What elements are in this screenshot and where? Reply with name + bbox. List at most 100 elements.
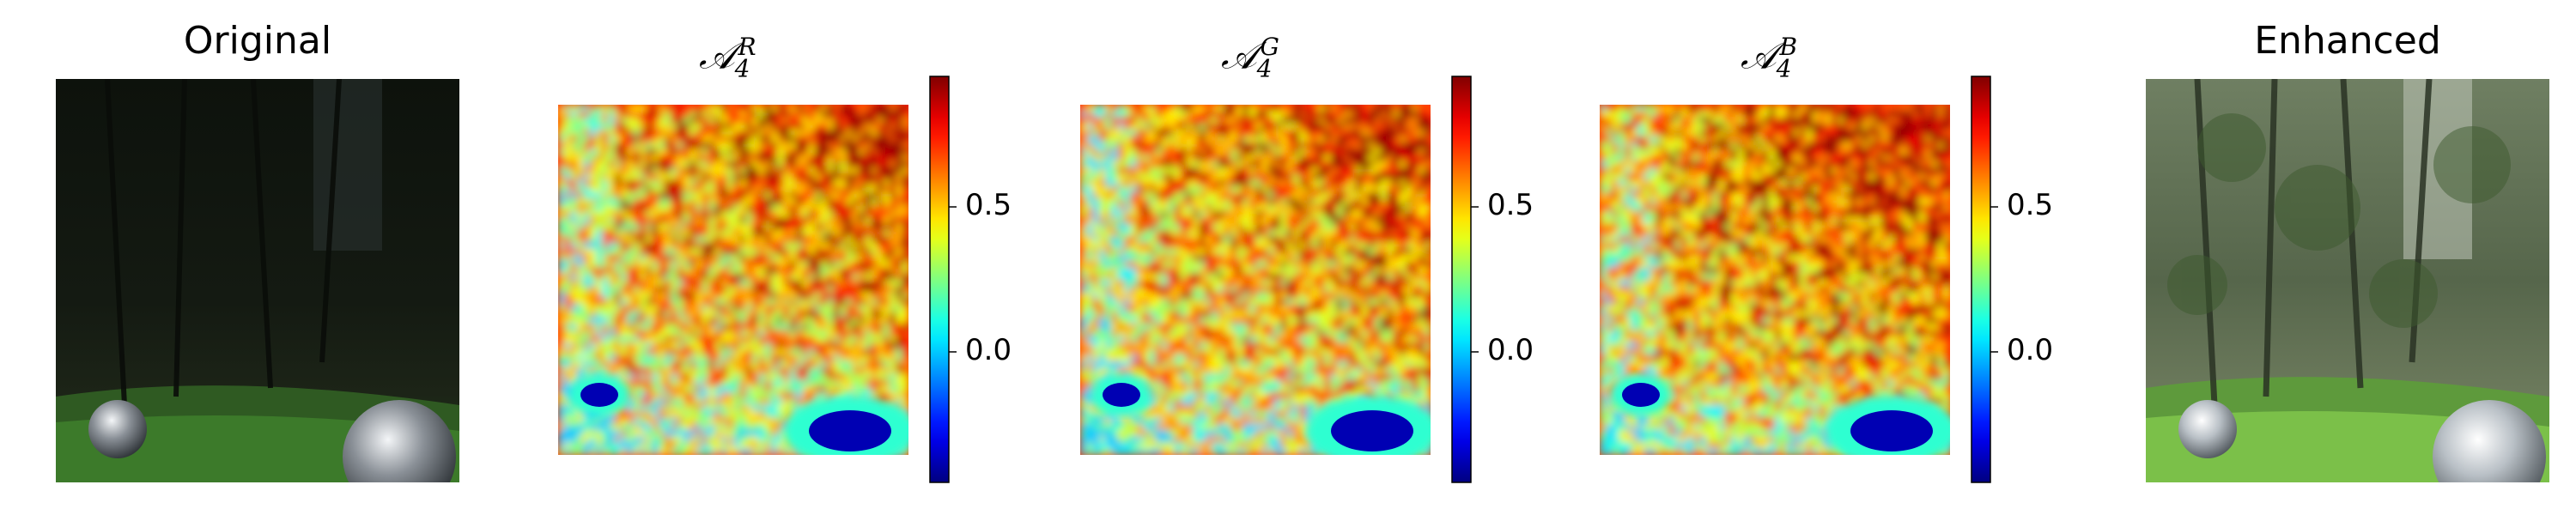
heatmap-cell (1393, 248, 1400, 256)
heatmap-cell (1280, 286, 1288, 294)
heatmap-cell (708, 242, 715, 250)
heatmap-cell (1149, 223, 1157, 231)
heatmap-cell (1168, 286, 1175, 294)
heatmap-cell (683, 198, 690, 206)
heatmap-cell (751, 305, 759, 312)
heatmap-cell (1405, 204, 1413, 212)
heatmap-cell (1286, 192, 1294, 199)
heatmap-cell (1343, 105, 1350, 112)
heatmap-cell (1261, 236, 1269, 243)
heatmap-cell (877, 223, 884, 231)
heatmap-cell (814, 217, 822, 225)
heatmap-cell (739, 292, 747, 300)
heatmap-cell (1098, 242, 1106, 250)
heatmap-cell (589, 336, 597, 343)
heatmap-cell (620, 348, 628, 356)
heatmap-cell (620, 298, 628, 306)
heatmap-cell (783, 305, 791, 312)
heatmap-cell (858, 229, 866, 237)
heatmap-cell (802, 311, 810, 318)
heatmap-cell (1130, 123, 1138, 130)
heatmap-cell (1399, 123, 1406, 130)
heatmap-cell (1130, 217, 1138, 225)
heatmap-cell (839, 179, 847, 187)
heatmap-cell (652, 348, 659, 356)
heatmap-cell (696, 398, 703, 406)
heatmap-cell (696, 267, 703, 275)
heatmap-cell (1186, 248, 1194, 256)
heatmap-cell (1424, 130, 1431, 137)
heatmap-cell (821, 111, 828, 118)
heatmap-cell (814, 105, 822, 112)
heatmap-cell (583, 117, 591, 124)
heatmap-cell (777, 117, 784, 124)
heatmap-cell (839, 229, 847, 237)
heatmap-cell (1267, 154, 1275, 162)
heatmap-cell (1105, 248, 1113, 256)
heatmap-cell (1161, 286, 1169, 294)
heatmap-cell (827, 210, 835, 218)
heatmap-cell (1080, 286, 1087, 294)
heatmap-cell (595, 204, 603, 212)
heatmap-cell (1218, 242, 1225, 250)
heatmap-cell (1330, 192, 1338, 199)
heatmap-cell (1273, 292, 1281, 300)
heatmap-cell (620, 105, 628, 112)
heatmap-cell (902, 248, 908, 256)
heatmap-cell (1230, 254, 1237, 262)
heatmap-cell (658, 330, 665, 337)
heatmap-cell (726, 192, 734, 199)
heatmap-cell (1117, 280, 1125, 287)
heatmap-cell (802, 385, 810, 393)
heatmap-cell (896, 192, 903, 199)
heatmap-cell (664, 317, 671, 324)
heatmap-cell (576, 117, 584, 124)
heatmap-cell (739, 161, 747, 168)
heatmap-cell (1149, 179, 1157, 187)
heatmap-cell (795, 210, 803, 218)
heatmap-cell (814, 385, 822, 393)
heatmap-cell (852, 154, 860, 162)
heatmap-cell (777, 354, 784, 362)
heatmap-cell (1080, 254, 1087, 262)
heatmap-cell (726, 342, 734, 349)
heatmap-cell (1418, 154, 1425, 162)
heatmap-cell (1380, 136, 1388, 143)
heatmap-cell (833, 105, 841, 112)
heatmap-cell (902, 210, 908, 218)
heatmap-cell (1180, 105, 1188, 112)
heatmap-cell (1317, 248, 1325, 256)
heatmap-cell (1180, 223, 1188, 231)
heatmap-cell (576, 317, 584, 324)
heatmap-cell (1418, 161, 1425, 168)
heatmap-cell (714, 305, 722, 312)
heatmap-cell (1317, 267, 1325, 275)
heatmap-cell (1224, 185, 1231, 193)
heatmap-cell (852, 330, 860, 337)
heatmap-cell (839, 254, 847, 262)
heatmap-cell (1242, 154, 1250, 162)
heatmap-cell (1286, 305, 1294, 312)
heatmap-cell (733, 429, 740, 437)
heatmap-cell (902, 330, 908, 337)
heatmap-cell (739, 367, 747, 374)
heatmap-cell (795, 392, 803, 400)
heatmap-cell (639, 286, 647, 294)
heatmap-cell (608, 411, 616, 418)
heatmap-cell (745, 267, 753, 275)
heatmap-cell (1117, 185, 1125, 193)
heatmap-cell (1186, 286, 1194, 294)
heatmap-cell (1161, 204, 1169, 212)
heatmap-cell (751, 154, 759, 162)
heatmap-cell (1080, 179, 1087, 187)
heatmap-cell (1149, 185, 1157, 193)
heatmap-cell (1205, 204, 1212, 212)
heatmap-cell (1212, 161, 1218, 168)
heatmap-cell (1230, 117, 1237, 124)
heatmap-cell (677, 286, 684, 294)
heatmap-cell (783, 111, 791, 118)
heatmap-cell (1280, 229, 1288, 237)
heatmap-cell (733, 292, 740, 300)
heatmap-cell (708, 261, 715, 269)
heatmap-cell (1080, 161, 1087, 168)
